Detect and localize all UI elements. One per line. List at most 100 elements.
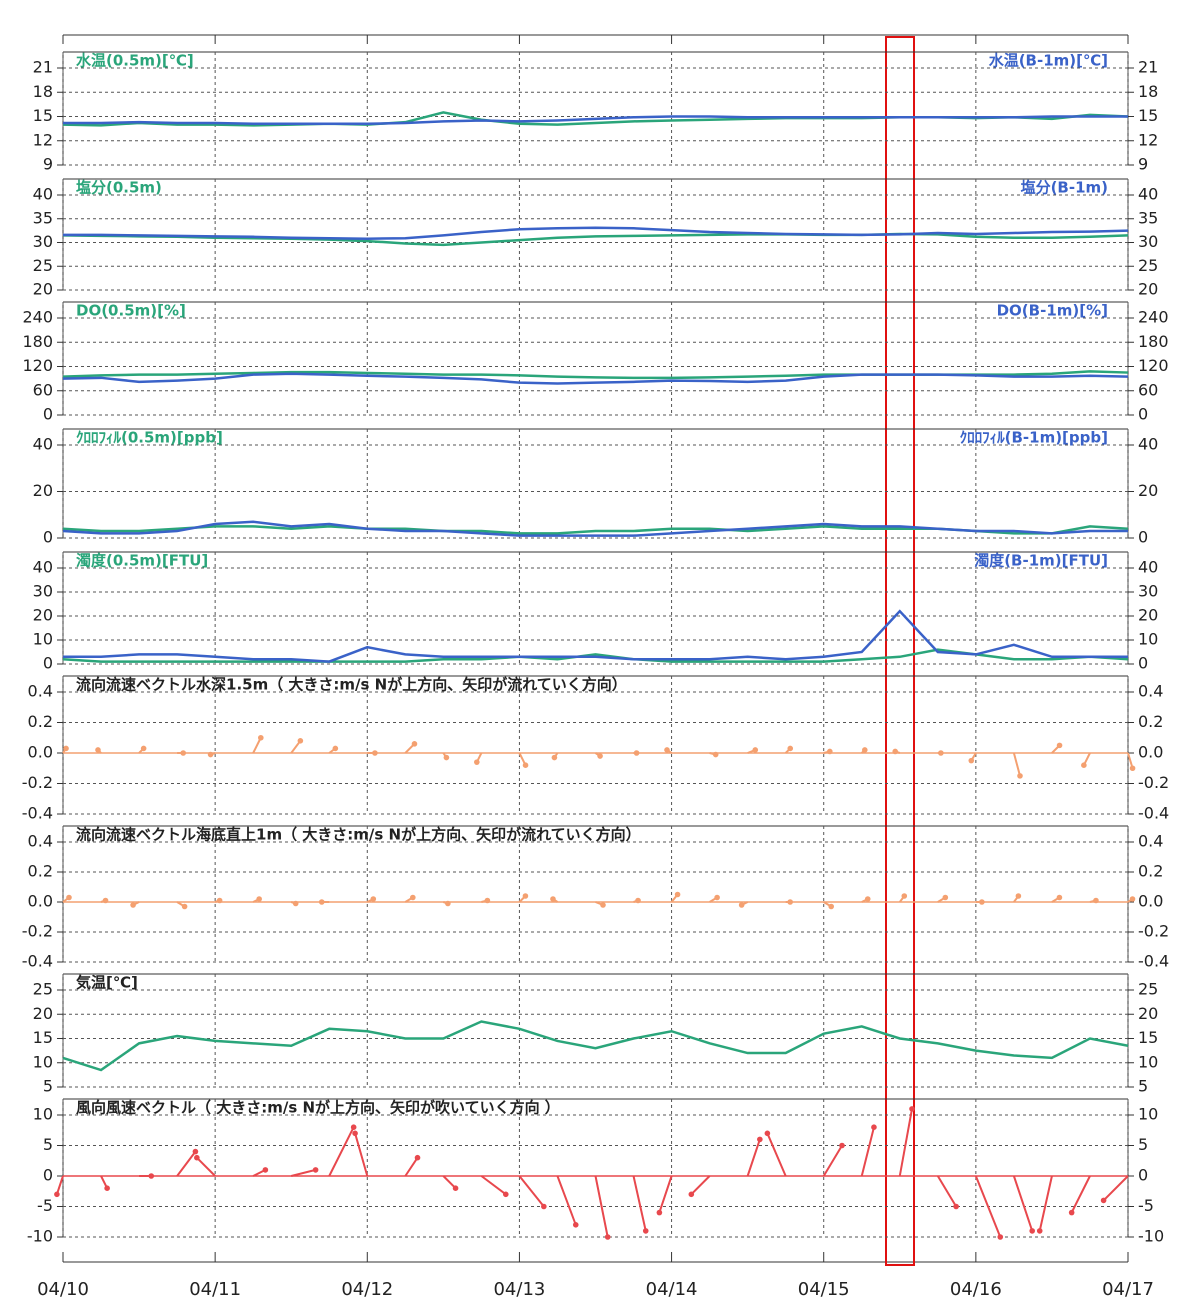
vector-tip: [180, 750, 187, 756]
y-tick-label: 40: [33, 558, 53, 577]
y-tick-label-right: 30: [1138, 232, 1158, 251]
y-tick-label-right: 40: [1138, 558, 1158, 577]
vector: [1012, 1175, 1034, 1232]
vector-tip: [63, 745, 69, 752]
y-tick-label-right: 12: [1138, 130, 1158, 149]
y-tick-label: 0: [43, 405, 53, 424]
vector-tip: [942, 894, 949, 901]
vector-tip: [633, 750, 640, 756]
y-tick-label: 180: [22, 332, 53, 351]
y-tick-label: 25: [33, 256, 53, 275]
vector-tip: [352, 1130, 358, 1137]
vector-tip: [194, 1154, 200, 1161]
vector-tip: [522, 762, 529, 768]
vector: [252, 737, 262, 754]
vector-tip: [256, 896, 262, 902]
vector-tip: [130, 902, 136, 908]
vector: [55, 1175, 64, 1195]
panel-title-right: 水温(B-1m)[℃]: [989, 52, 1108, 70]
vector-tip: [312, 1167, 319, 1173]
x-tick-label: 04/14: [646, 1279, 698, 1300]
vector-tip: [522, 893, 529, 899]
data-line: [62, 232, 1129, 247]
vector-tip: [828, 903, 835, 910]
vector-tip: [909, 1106, 915, 1112]
data-line: [62, 520, 1128, 537]
panel-title-right: ｸﾛﾛﾌｨﾙ(B-1m)[ppb]: [960, 429, 1108, 447]
vector-tip: [332, 745, 339, 752]
vector-tip: [597, 753, 603, 759]
y-tick-label-right: -10: [1138, 1227, 1164, 1246]
vector: [1012, 752, 1021, 777]
vector: [518, 1175, 545, 1208]
y-tick-label: 10: [33, 630, 53, 649]
y-tick-label-right: 0.4: [1138, 682, 1163, 701]
vector-tip: [600, 902, 606, 908]
y-tick-label-right: 40: [1138, 435, 1158, 454]
y-tick-label: 120: [22, 356, 53, 375]
vector: [196, 1156, 216, 1177]
vector-tip: [140, 745, 147, 752]
y-tick-label-right: 0.2: [1138, 862, 1163, 881]
panel-title: 流向流速ベクトル水深1.5m（ 大きさ:m/s Nが上方向、矢印が流れていく方向…: [76, 676, 627, 694]
vector-tip: [550, 896, 556, 902]
panel-title-right: 濁度(B-1m)[FTU]: [974, 552, 1108, 570]
vector-tip: [953, 1203, 959, 1210]
x-tick-label: 04/13: [493, 1279, 545, 1300]
vector-tip: [297, 738, 304, 744]
vector-tip: [864, 896, 871, 902]
vector: [974, 1175, 1002, 1238]
vector-tip: [370, 896, 377, 902]
y-tick-label: 0.0: [28, 892, 53, 911]
vector-tip: [192, 1148, 199, 1155]
y-tick-label-right: 21: [1138, 58, 1158, 77]
y-tick-label-right: 20: [1138, 1004, 1158, 1023]
vector-tip: [410, 894, 416, 901]
vector-tip: [892, 748, 899, 755]
vector-tip: [712, 751, 719, 758]
y-tick-label: 20: [33, 1004, 53, 1023]
vector-tip: [674, 891, 681, 898]
panel-title: 濁度(0.5m)[FTU]: [76, 552, 208, 570]
vector-tip: [764, 1130, 771, 1137]
vector-tip: [66, 894, 72, 901]
vector-tip: [827, 748, 833, 755]
y-tick-label: 0.0: [28, 743, 53, 762]
vector-tip: [572, 1222, 579, 1228]
vector-tip: [95, 747, 101, 753]
y-tick-label: 15: [33, 1028, 53, 1047]
y-tick-label-right: 0: [1138, 1166, 1148, 1185]
vector-tip: [502, 1191, 509, 1198]
vector: [328, 1126, 355, 1177]
y-tick-label: 5: [43, 1135, 53, 1154]
vector-tip: [1029, 1228, 1035, 1234]
data-line: [63, 226, 1129, 240]
y-tick-label-right: 5: [1138, 1077, 1148, 1096]
vector-tip: [871, 1124, 877, 1130]
vector-tip: [604, 1234, 611, 1240]
vector-tip: [1100, 1197, 1107, 1204]
vector: [480, 1175, 507, 1196]
y-tick-label-right: 180: [1138, 332, 1169, 351]
y-tick-label: 10: [33, 1105, 53, 1124]
y-tick-label-right: 15: [1138, 1028, 1158, 1047]
vector: [766, 1132, 787, 1177]
y-tick-label-right: -0.2: [1138, 922, 1169, 941]
vector-tip: [1056, 742, 1063, 749]
y-tick-label-right: 30: [1138, 582, 1158, 601]
y-tick-label-right: 5: [1138, 1135, 1148, 1154]
y-tick-label: 0.2: [28, 862, 53, 881]
vector-tip: [452, 1185, 459, 1191]
vector: [1070, 1175, 1091, 1214]
y-tick-label-right: -0.4: [1138, 952, 1169, 971]
vector-tip: [148, 1173, 155, 1179]
y-tick-label: 25: [33, 980, 53, 999]
y-tick-label: -10: [27, 1227, 53, 1246]
y-tick-label-right: 0.0: [1138, 743, 1163, 762]
y-tick-label: -0.4: [22, 952, 53, 971]
y-tick-label-right: 0: [1138, 528, 1148, 547]
y-tick-label-right: 25: [1138, 980, 1158, 999]
vector-tip: [258, 734, 264, 741]
vector: [594, 1175, 609, 1238]
vector-tip: [216, 897, 223, 904]
